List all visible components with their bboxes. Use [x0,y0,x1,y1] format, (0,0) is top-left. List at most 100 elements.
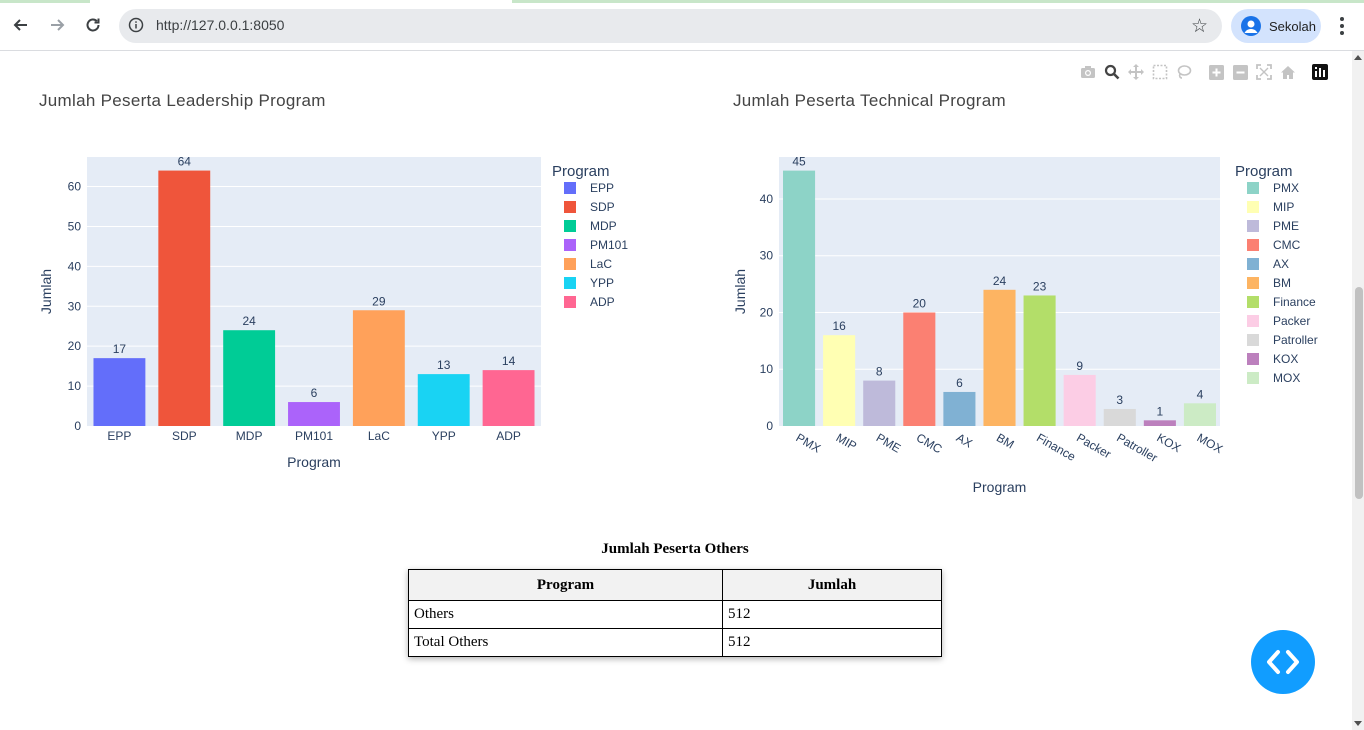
x-tick-label: PME [874,430,904,455]
bar-ypp[interactable] [417,374,470,426]
legend-swatch[interactable] [564,258,576,270]
legend-item[interactable]: ADP [590,295,615,309]
bar-mip[interactable] [823,335,856,426]
zoom-icon[interactable] [1102,62,1122,82]
bar-kox[interactable] [1143,420,1176,426]
legend-swatch[interactable] [564,182,576,194]
legend-item[interactable]: KOX [1273,352,1298,366]
legend-item[interactable]: AX [1273,257,1289,271]
legend-swatch[interactable] [1247,334,1259,346]
x-tick-label: LaC [368,429,390,443]
box-select-icon[interactable] [1150,62,1170,82]
bar-patroller[interactable] [1103,408,1136,426]
legend-item[interactable]: PM101 [590,238,628,252]
bar-packer[interactable] [1063,374,1096,426]
legend-swatch[interactable] [1247,372,1259,384]
scroll-down-arrow[interactable] [1354,721,1362,726]
forward-button[interactable] [45,13,69,37]
bar-cmc[interactable] [903,312,936,426]
bar-value-label: 17 [113,342,127,356]
kebab-menu-icon[interactable] [1336,14,1348,38]
legend-swatch[interactable] [1247,296,1259,308]
x-tick-label: ADP [496,429,521,443]
page-content: Jumlah Peserta Leadership Program 0 10 20 3… [0,51,1352,730]
autoscale-icon[interactable] [1254,62,1274,82]
zoom-in-icon[interactable] [1206,62,1226,82]
bar-value-label: 1 [1157,404,1164,418]
legend-item[interactable]: YPP [590,276,614,290]
legend-item[interactable]: MIP [1273,200,1294,214]
legend: Program PMX MIP PME CMC AX BM Finance Packer Pat… [1235,163,1318,385]
zoom-out-icon[interactable] [1230,62,1250,82]
y-tick-label: 30 [760,249,774,263]
bar-ax[interactable] [943,391,976,426]
star-icon[interactable]: ☆ [1190,16,1208,37]
legend-item[interactable]: PME [1273,219,1299,233]
pan-icon[interactable] [1126,62,1146,82]
legend-swatch[interactable] [564,220,576,232]
bar-adp[interactable] [482,370,535,426]
bar-pmx[interactable] [783,170,816,426]
bar-value-label: 8 [876,365,883,379]
bar-value-label: 4 [1197,387,1204,401]
legend-item[interactable]: Finance [1273,295,1316,309]
legend-swatch[interactable] [1247,220,1259,232]
url-text[interactable]: http://127.0.0.1:8050 [156,17,285,33]
bar-bm[interactable] [983,289,1016,426]
legend-swatch[interactable] [1247,315,1259,327]
scroll-up-arrow[interactable] [1354,55,1362,60]
camera-icon[interactable] [1078,62,1098,82]
arrow-right-icon [51,19,65,31]
legend-swatch[interactable] [564,296,576,308]
bar-sdp[interactable] [158,170,211,426]
legend-item[interactable]: MOX [1273,371,1300,385]
bar-pme[interactable] [863,380,896,426]
y-tick-label: 50 [68,219,82,233]
bar-value-label: 9 [1076,359,1083,373]
legend-item[interactable]: Patroller [1273,333,1318,347]
scrollbar-thumb[interactable] [1355,287,1363,499]
legend-swatch[interactable] [564,277,576,289]
tab-strip-hint [0,0,90,3]
legend-swatch[interactable] [564,239,576,251]
legend-item[interactable]: LaC [590,257,612,271]
bar-value-label: 13 [437,358,451,372]
bar-finance[interactable] [1023,295,1056,426]
address-bar[interactable]: http://127.0.0.1:8050 ☆ [119,9,1222,43]
bar-pm101[interactable] [288,402,340,426]
plot-modebar [1078,61,1330,83]
vertical-scrollbar[interactable] [1352,51,1364,730]
lasso-icon[interactable] [1174,62,1194,82]
bar-lac[interactable] [352,310,405,426]
legend-item[interactable]: EPP [590,181,614,195]
reload-button[interactable] [81,13,105,37]
legend-swatch[interactable] [1247,201,1259,213]
bar-mox[interactable] [1183,403,1216,426]
y-tick-label: 30 [68,299,82,313]
legend-item[interactable]: MDP [590,219,617,233]
legend-item[interactable]: CMC [1273,238,1301,252]
x-tick-label: YPP [432,429,456,443]
legend-item[interactable]: BM [1273,276,1291,290]
plot-area: 0 10 20 30 40 45 PMX 16 MIP 8 PME 20 CMC 6 AX 24 BM 23 Fin… [732,155,1225,495]
legend-swatch[interactable] [1247,353,1259,365]
legend-item[interactable]: Packer [1273,314,1310,328]
legend-swatch[interactable] [564,201,576,213]
back-button[interactable] [9,13,33,37]
x-tick-label: CMC [914,430,945,456]
plotly-logo-icon[interactable] [1310,62,1330,82]
legend-swatch[interactable] [1247,258,1259,270]
x-tick-label: Finance [1034,430,1078,464]
legend-item[interactable]: PMX [1273,181,1299,195]
legend-swatch[interactable] [1247,182,1259,194]
legend-swatch[interactable] [1247,239,1259,251]
dev-tools-button[interactable] [1251,630,1315,694]
legend-swatch[interactable] [1247,277,1259,289]
reset-axes-icon[interactable] [1278,62,1298,82]
profile-button[interactable]: Sekolah [1231,9,1321,43]
legend-item[interactable]: SDP [590,200,615,214]
bar-epp[interactable] [93,358,146,426]
info-icon[interactable] [128,17,144,33]
bar-mdp[interactable] [223,330,276,426]
x-axis-label: Program [973,479,1027,495]
